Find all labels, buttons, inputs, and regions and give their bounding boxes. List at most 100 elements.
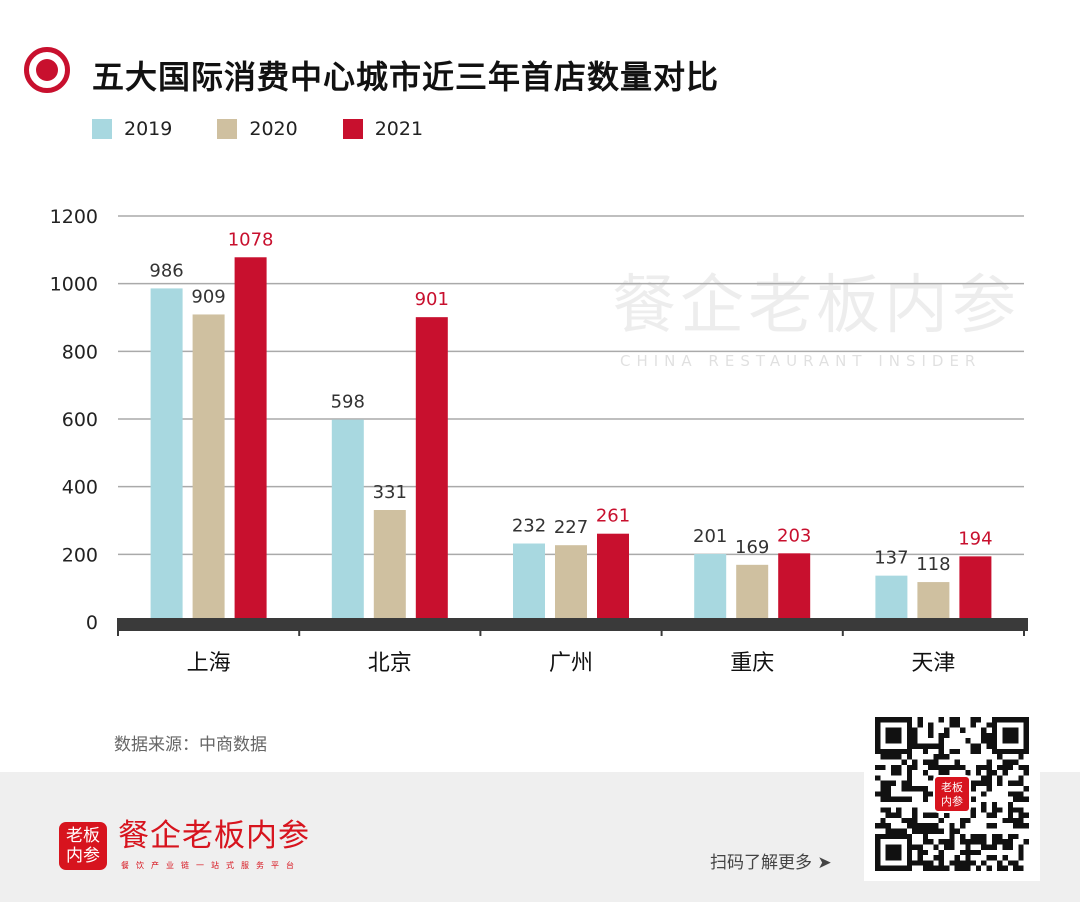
qr-module	[986, 786, 992, 792]
qr-module	[986, 764, 992, 771]
bar-2020	[373, 510, 406, 622]
qr-module	[1018, 754, 1024, 760]
brand-logo: 老板内参	[59, 822, 107, 870]
qr-module	[885, 786, 891, 792]
qr-module	[1002, 844, 1008, 850]
qr-module	[896, 812, 902, 818]
qr-module	[890, 865, 897, 871]
y-tick-label: 200	[62, 544, 98, 566]
qr-module	[1013, 817, 1019, 824]
qr-module	[991, 823, 998, 829]
data-label: 986	[149, 260, 183, 281]
qr-module	[922, 759, 929, 765]
qr-module	[890, 732, 897, 739]
qr-module	[917, 844, 923, 850]
qr-module	[885, 807, 891, 813]
bar-2020	[736, 564, 769, 622]
qr-module	[991, 727, 998, 733]
qr-module	[896, 833, 902, 840]
qr-module	[975, 770, 982, 776]
qr-module	[875, 844, 881, 850]
qr-module	[1013, 823, 1019, 829]
qr-module	[896, 748, 902, 755]
qr-module	[1013, 732, 1019, 739]
qr-module	[954, 722, 960, 728]
qr-module	[901, 748, 907, 755]
qr-logo-text: 老板内参	[941, 781, 963, 808]
qr-module	[933, 823, 939, 829]
qr-module	[959, 764, 966, 771]
qr-module	[912, 828, 918, 834]
qr-module	[906, 786, 913, 792]
qr-code[interactable]: 老板内参	[864, 707, 1040, 881]
qr-module	[917, 828, 923, 834]
qr-module	[1002, 839, 1008, 845]
qr-module	[912, 759, 918, 765]
qr-module	[1013, 780, 1019, 787]
qr-module	[938, 754, 945, 760]
bar-2021	[778, 553, 811, 622]
qr-module	[928, 823, 934, 829]
qr-module	[896, 754, 902, 760]
qr-module	[1007, 812, 1014, 818]
qr-module	[912, 732, 918, 739]
qr-module	[1007, 833, 1014, 840]
qr-module	[1013, 796, 1019, 802]
qr-module	[954, 748, 960, 755]
qr-module	[1018, 855, 1024, 861]
qr-module	[959, 860, 966, 866]
qr-module	[1023, 812, 1029, 818]
qr-module	[997, 748, 1003, 755]
legend-swatch	[217, 119, 238, 139]
qr-module	[922, 839, 929, 845]
qr-module	[906, 748, 913, 755]
qr-module	[944, 865, 950, 871]
qr-module	[917, 860, 923, 866]
qr-module	[1013, 748, 1019, 755]
qr-module	[1007, 839, 1014, 845]
bar-2019	[875, 575, 908, 622]
qr-module	[928, 759, 934, 765]
watermark-sub: CHINA RESTAURANT INSIDER	[620, 352, 982, 370]
qr-module	[959, 849, 966, 856]
qr-module	[906, 849, 913, 856]
data-label: 598	[331, 392, 365, 413]
qr-module	[965, 849, 971, 856]
qr-module	[906, 754, 913, 760]
qr-module	[938, 860, 945, 866]
qr-module	[1018, 764, 1024, 771]
legend-label: 2020	[249, 118, 298, 140]
qr-module	[975, 743, 982, 749]
qr-module	[981, 732, 987, 739]
watermark: 餐企老板内参	[612, 269, 1020, 343]
qr-module	[975, 833, 982, 840]
qr-module	[1023, 823, 1029, 829]
qr-module	[938, 738, 945, 744]
qr-module	[890, 780, 897, 787]
qr-module	[965, 855, 971, 861]
data-label: 118	[916, 554, 950, 575]
qr-module	[890, 796, 897, 802]
qr-module	[954, 865, 960, 871]
legend-item-2020: 2020	[217, 118, 298, 140]
qr-module	[949, 748, 955, 755]
qr-module	[991, 807, 998, 813]
qr-module	[880, 791, 886, 797]
qr-module	[965, 839, 971, 845]
qr-module	[912, 812, 918, 818]
qr-module	[938, 770, 945, 776]
qr-module	[890, 844, 897, 850]
scan-more-link[interactable]: 扫码了解更多 ➤	[710, 853, 832, 873]
qr-module	[1018, 807, 1024, 813]
qr-module	[970, 743, 976, 749]
qr-module	[885, 828, 891, 834]
qr-module	[1023, 727, 1029, 733]
qr-module	[1007, 738, 1014, 744]
qr-module	[875, 839, 881, 845]
bar-chart: 0 200 400 600 800 1000 1200 986 909 1078 上海 598 331 9…	[50, 206, 1028, 676]
qr-module	[901, 796, 907, 802]
qr-module	[981, 833, 987, 840]
qr-module	[997, 764, 1003, 771]
qr-module	[991, 839, 998, 845]
qr-module	[1007, 759, 1014, 765]
